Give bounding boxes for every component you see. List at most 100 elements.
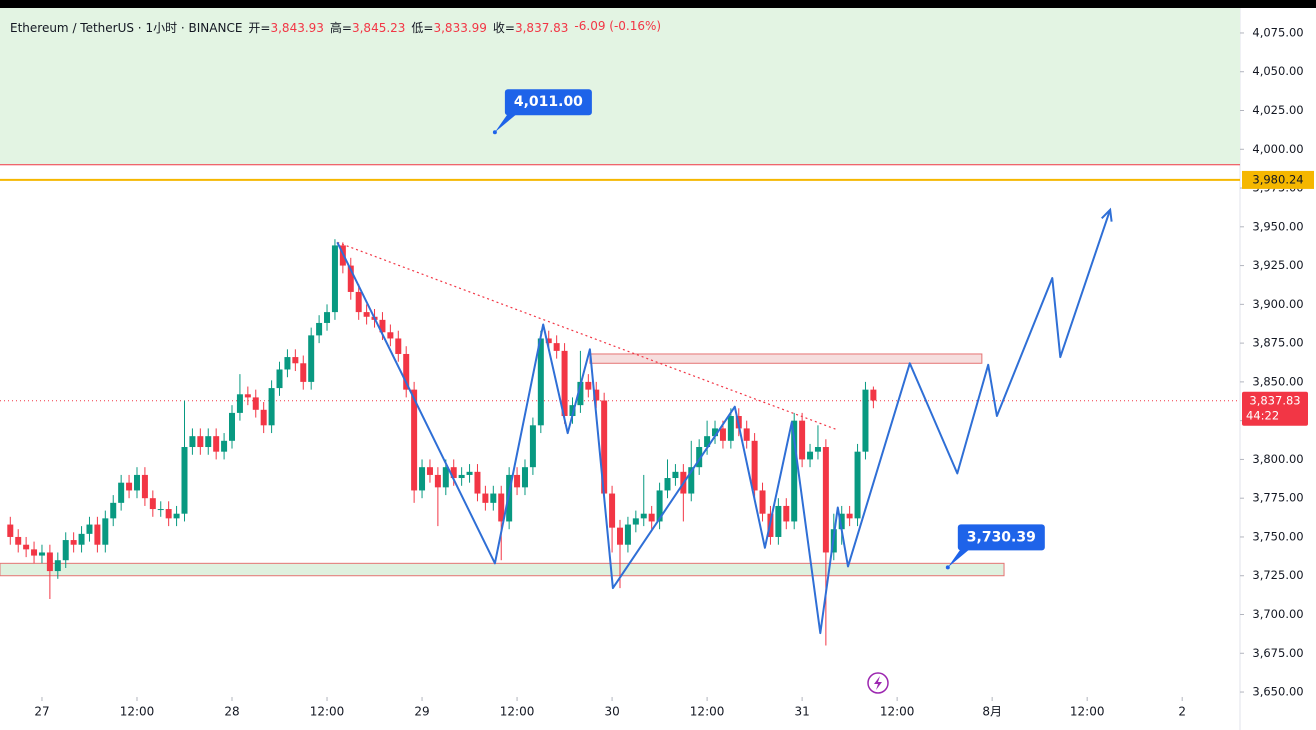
candle-body xyxy=(7,524,14,537)
candle-body xyxy=(466,471,473,475)
y-tick-label: 3,675.00 xyxy=(1252,646,1303,660)
candle-body xyxy=(363,312,370,317)
countdown: 44:22 xyxy=(1246,408,1279,422)
candle-body xyxy=(260,409,267,426)
callout-box xyxy=(504,89,592,116)
candle-body xyxy=(173,513,180,519)
candle-body xyxy=(553,343,560,351)
candle-body xyxy=(31,549,38,556)
candle-body xyxy=(862,389,869,452)
x-tick-label: 31 xyxy=(794,705,809,719)
candle-body xyxy=(213,436,220,452)
x-tick-label: 12:00 xyxy=(880,705,915,719)
candle-body xyxy=(577,381,584,406)
candle-body xyxy=(181,447,188,514)
candle-body xyxy=(236,394,243,413)
candle-body xyxy=(268,388,275,426)
candle-body xyxy=(759,490,766,514)
y-tick-label: 4,000.00 xyxy=(1252,142,1303,156)
candle-body xyxy=(78,533,85,545)
alert-icon[interactable] xyxy=(867,672,889,694)
candle-body xyxy=(640,513,647,519)
candle-body xyxy=(62,540,69,561)
sell-zone xyxy=(0,8,1240,165)
x-tick-label: 27 xyxy=(34,705,49,719)
candle-body xyxy=(94,524,101,545)
candle-body xyxy=(276,369,283,389)
callout-box xyxy=(957,524,1045,551)
x-tick-label: 2 xyxy=(1178,705,1186,719)
candle-body xyxy=(712,428,719,437)
top-bar xyxy=(0,0,1316,8)
candle-body xyxy=(458,474,465,479)
candle-body xyxy=(743,428,750,441)
y-tick-label: 3,950.00 xyxy=(1252,219,1303,233)
candle-body xyxy=(15,536,22,545)
candle-body xyxy=(870,389,877,401)
candle-body xyxy=(308,335,315,382)
candle-body xyxy=(284,357,291,370)
candle-body xyxy=(569,405,576,417)
candle-body xyxy=(221,440,228,452)
candle-body xyxy=(126,482,133,491)
candle-body xyxy=(379,319,386,333)
candle-body xyxy=(133,474,140,491)
candle-body xyxy=(292,357,299,364)
candle-body xyxy=(118,482,125,503)
x-tick-label: 12:00 xyxy=(310,705,345,719)
candle-body xyxy=(434,474,441,488)
candle-body xyxy=(648,513,655,522)
y-tick-label: 4,075.00 xyxy=(1252,25,1303,39)
candle-body xyxy=(537,338,544,426)
y-tick-label: 3,900.00 xyxy=(1252,297,1303,311)
resistance-zone xyxy=(589,353,983,364)
candle-body xyxy=(197,436,204,448)
candle-body xyxy=(157,509,164,511)
x-tick-label: 12:00 xyxy=(1070,705,1105,719)
candle-body xyxy=(316,322,323,336)
callout-tail xyxy=(947,547,972,568)
candle-body xyxy=(149,498,156,510)
trend-line xyxy=(337,241,838,431)
candle-body xyxy=(704,436,711,448)
candle-body xyxy=(23,544,30,550)
y-tick-label: 3,750.00 xyxy=(1252,529,1303,543)
candle-body xyxy=(632,518,639,525)
candle-body xyxy=(355,291,362,313)
candle-body xyxy=(229,412,236,441)
candle-body xyxy=(609,493,616,528)
candle-body xyxy=(450,467,457,479)
candle-body xyxy=(46,552,53,572)
candle-body xyxy=(442,467,449,488)
candle-body xyxy=(672,471,679,479)
candle-body xyxy=(324,312,331,323)
candle-body xyxy=(331,245,338,313)
candle-body xyxy=(854,451,861,519)
candle-body xyxy=(426,467,433,475)
candle-body xyxy=(506,474,513,522)
y-tick-label: 3,800.00 xyxy=(1252,452,1303,466)
candle-body xyxy=(846,513,853,519)
candle-body xyxy=(403,353,410,390)
candle-body xyxy=(593,389,600,401)
y-tick-label: 4,025.00 xyxy=(1252,103,1303,117)
candle-body xyxy=(664,478,671,491)
candle-body xyxy=(791,420,798,522)
projection-path xyxy=(336,209,1112,635)
y-tick-label: 3,850.00 xyxy=(1252,374,1303,388)
y-tick-label: 3,725.00 xyxy=(1252,568,1303,582)
level-tag xyxy=(1242,170,1314,189)
candle-body xyxy=(822,447,829,553)
candle-body xyxy=(411,389,418,491)
ohlc-item: 低=3,833.99 xyxy=(411,21,487,35)
candle-body xyxy=(102,518,109,545)
candle-body xyxy=(585,381,592,390)
candle-body xyxy=(719,428,726,441)
change: -6.09 (-0.16%) xyxy=(574,19,662,33)
level-tag-label: 3,980.24 xyxy=(1252,172,1303,186)
candle-body xyxy=(300,363,307,382)
last-price-tag xyxy=(1242,391,1308,426)
candle-body xyxy=(617,527,623,545)
candle-body xyxy=(601,400,608,494)
callout-label: 3,730.39 xyxy=(967,529,1036,545)
